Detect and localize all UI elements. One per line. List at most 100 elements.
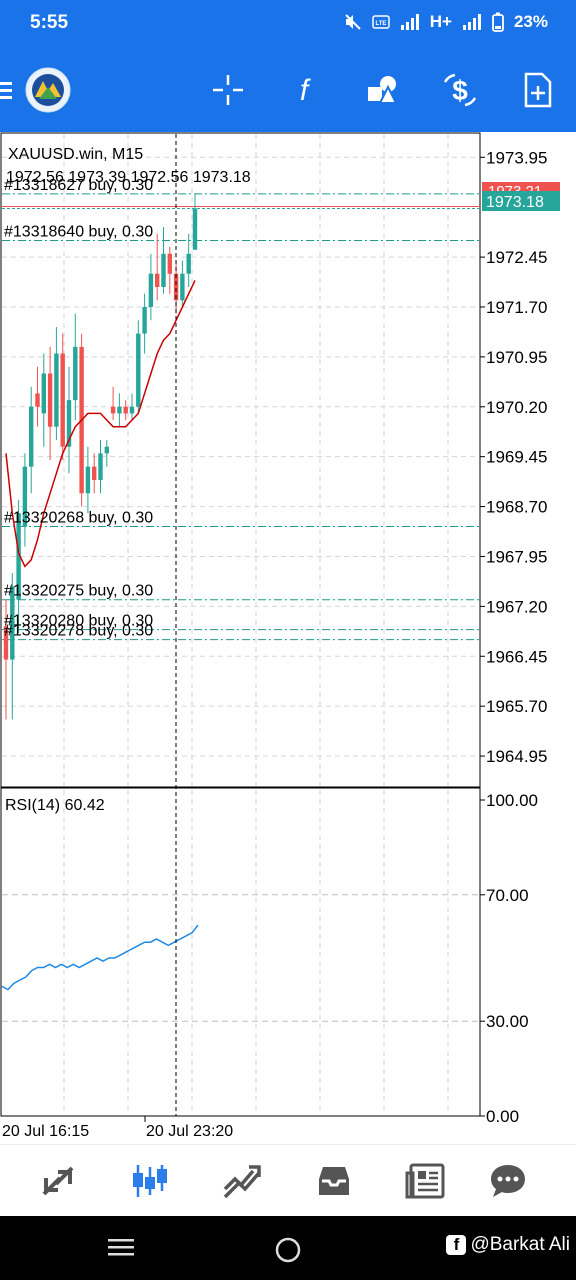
price-tick-label: 1969.45 — [486, 448, 547, 467]
candle-body — [35, 393, 40, 407]
bottom-navigation — [0, 1144, 576, 1217]
moving-average-line — [5, 280, 196, 568]
svg-text:f: f — [300, 74, 311, 107]
rsi-tick-label: 0.00 — [486, 1107, 519, 1126]
candle-body — [192, 208, 198, 250]
rsi-tick-label: 30.00 — [486, 1012, 529, 1031]
bid-price-box — [482, 191, 560, 211]
price-tick-label: 1968.70 — [486, 498, 547, 517]
candle-body — [92, 466, 97, 480]
candle-body — [85, 466, 91, 494]
rsi-line — [1, 924, 199, 991]
candle-body — [142, 306, 147, 334]
price-tick-label: 1971.70 — [486, 298, 547, 317]
new-order-icon[interactable] — [514, 66, 562, 114]
candle-body — [167, 253, 172, 274]
candle-body — [3, 626, 9, 660]
metatrader-logo[interactable] — [24, 66, 72, 114]
status-icons: LTE H+ 23% — [344, 12, 548, 32]
candle-body — [180, 273, 185, 301]
order-label: #13318640 buy, 0.30 — [4, 223, 153, 240]
trade-icon[interactable]: $ — [436, 66, 484, 114]
candle-body — [148, 273, 154, 307]
chart-area[interactable]: 1973.95 1972.45 1971.70 1970.95 1970.20 1969.… — [0, 132, 576, 1144]
rsi-label: RSI(14) 60.42 — [5, 797, 105, 814]
signal-icon — [400, 14, 419, 30]
order-label: #13320280 buy, 0.30 — [4, 613, 153, 630]
candle-body — [47, 373, 53, 427]
price-tick-label: 1973.95 — [486, 148, 547, 167]
candle-body — [173, 273, 179, 301]
status-time: 5:55 — [30, 12, 69, 33]
price-tick-label: 1966.45 — [486, 647, 547, 666]
symbol-label: XAUUSD.win, M15 — [8, 146, 143, 163]
candle-body — [60, 353, 65, 447]
price-tick-label: 1970.95 — [486, 348, 547, 367]
candle-body — [54, 353, 59, 427]
candle-body — [66, 400, 72, 447]
trade-nav-icon[interactable] — [218, 1159, 266, 1203]
history-icon[interactable] — [310, 1159, 358, 1203]
candle-body — [186, 253, 191, 274]
objects-icon[interactable] — [358, 66, 406, 114]
order-label: #13320278 buy, 0.30 — [4, 623, 153, 640]
home-icon[interactable] — [274, 1236, 302, 1264]
candle-body — [117, 406, 122, 414]
candle-body — [155, 273, 160, 288]
candle-body — [136, 333, 141, 407]
grid — [2, 134, 479, 1115]
candle-body — [161, 253, 166, 288]
price-chart[interactable]: 1973.95 1972.45 1971.70 1970.95 1970.20 1969.… — [0, 132, 576, 1144]
candle-body — [129, 406, 135, 414]
signal-icon-2 — [462, 14, 481, 30]
rsi-axis: 100.00 70.00 30.00 0.00 — [480, 791, 538, 1126]
crosshair-icon[interactable] — [204, 66, 252, 114]
order-label: #13318627 buy, 0.30 — [4, 177, 153, 194]
candle-body — [41, 373, 46, 414]
rsi-panel-frame — [0, 787, 481, 1117]
candle-body — [29, 406, 34, 467]
price-tick-label: 1972.45 — [486, 248, 547, 267]
indicators-icon[interactable]: f — [280, 66, 328, 114]
svg-text:LTE: LTE — [375, 21, 386, 27]
price-tick-label: 1967.20 — [486, 597, 547, 616]
rsi-tick-label: 100.00 — [486, 791, 538, 810]
candle-body — [10, 586, 15, 660]
status-bar: 5:55 LTE H+ 23% — [0, 0, 576, 48]
time-label-2: 20 Jul 23:20 — [146, 1123, 233, 1140]
watermark: f @Barkat Ali — [446, 1234, 570, 1256]
candle-body — [73, 346, 78, 401]
price-tick-label: 1964.95 — [486, 747, 547, 766]
recent-apps-icon[interactable] — [106, 1236, 138, 1260]
price-axis: 1973.95 1972.45 1971.70 1970.95 1970.20 1969.… — [480, 148, 547, 766]
chart-icon[interactable] — [126, 1159, 174, 1203]
svg-text:$: $ — [452, 75, 468, 106]
news-icon[interactable] — [402, 1159, 450, 1203]
price-tick-label: 1970.20 — [486, 398, 547, 417]
ohlc-label: 1972.56 1973.39 1972.56 1973.18 — [6, 169, 251, 186]
bid-price-label: 1973.18 — [486, 194, 544, 211]
time-label-1: 20 Jul 16:15 — [2, 1123, 89, 1140]
battery-icon — [492, 12, 504, 32]
order-labels: #13318627 buy, 0.30 #13318640 buy, 0.30 #1… — [4, 177, 153, 640]
volte-icon: LTE — [372, 15, 390, 29]
facebook-icon: f — [446, 1235, 467, 1255]
order-label: #13320268 buy, 0.30 — [4, 510, 153, 527]
order-lines — [2, 193, 479, 641]
mute-icon — [345, 14, 361, 30]
rsi-tick-label: 70.00 — [486, 886, 529, 905]
candle-body — [110, 406, 116, 414]
candle-body — [16, 513, 21, 600]
menu-icon[interactable] — [0, 66, 36, 114]
messages-icon[interactable] — [484, 1159, 532, 1203]
quotes-icon[interactable] — [34, 1159, 82, 1203]
network-type: H+ — [429, 12, 452, 31]
price-tick-label: 1967.95 — [486, 547, 547, 566]
order-label: #13320275 buy, 0.30 — [4, 583, 153, 600]
battery-percent: 23% — [513, 12, 548, 31]
watermark-text: @Barkat Ali — [470, 1234, 570, 1255]
candle-body — [98, 453, 103, 480]
candle-body — [22, 466, 28, 527]
candle-body — [104, 446, 109, 454]
price-tick-label: 1965.70 — [486, 697, 547, 716]
